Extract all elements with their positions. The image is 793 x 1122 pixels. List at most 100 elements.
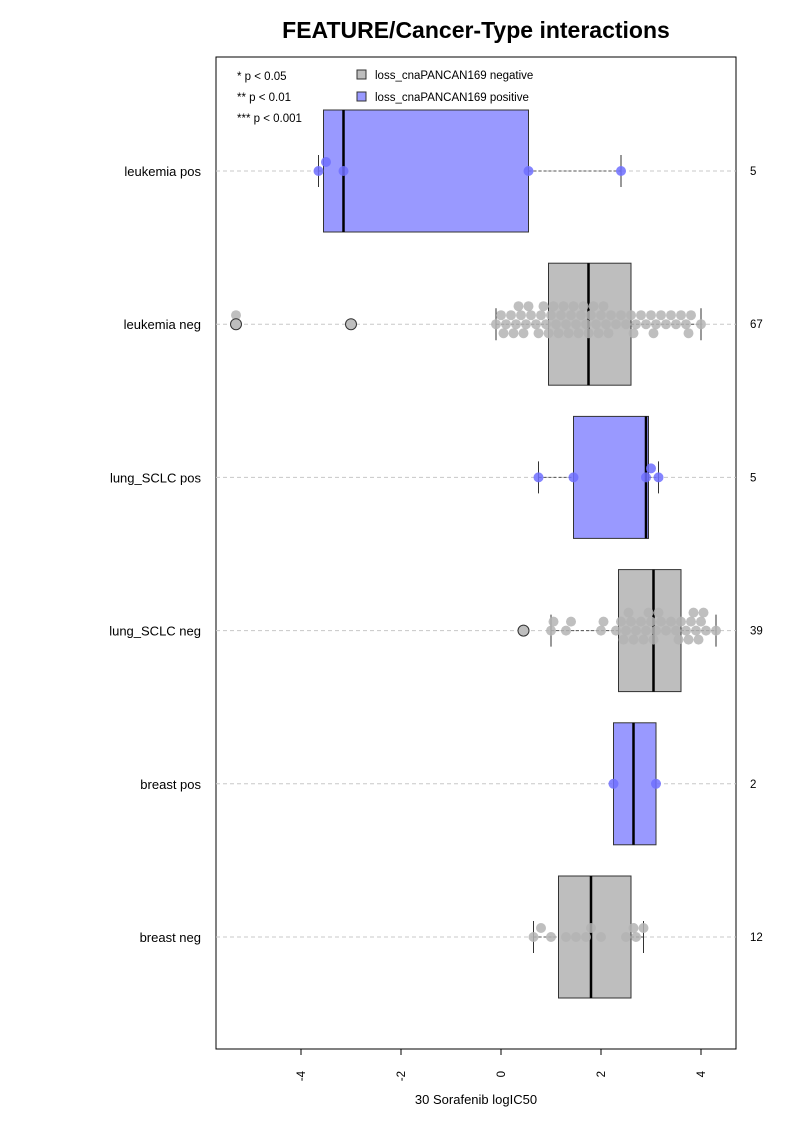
data-point <box>491 319 501 330</box>
group-label: leukemia neg <box>124 317 201 332</box>
group-label: lung_SCLC neg <box>109 624 201 639</box>
data-point <box>631 932 641 942</box>
data-point <box>693 634 704 645</box>
data-point <box>696 319 706 330</box>
x-tick-label: -4 <box>296 1070 308 1081</box>
data-point <box>608 778 619 789</box>
data-point <box>646 463 656 474</box>
data-point <box>596 625 606 636</box>
data-point <box>588 301 599 312</box>
data-point <box>321 157 331 167</box>
data-point <box>651 625 661 636</box>
legend-label: loss_cnaPANCAN169 positive <box>375 92 529 104</box>
data-point <box>598 616 609 627</box>
data-point <box>621 932 631 942</box>
x-tick-label: -2 <box>396 1071 408 1081</box>
data-point <box>543 328 554 339</box>
data-point <box>648 634 659 645</box>
data-point <box>646 616 656 627</box>
data-point <box>551 319 561 330</box>
group-label: lung_SCLC pos <box>110 470 202 485</box>
data-point <box>556 310 566 321</box>
data-point <box>676 616 686 627</box>
data-point <box>546 932 556 942</box>
data-point <box>521 319 531 330</box>
guide-lines <box>216 170 736 938</box>
data-point <box>558 301 569 312</box>
box-plots <box>318 109 717 999</box>
data-point <box>593 328 604 339</box>
legend-swatch <box>356 91 367 102</box>
data-point <box>536 923 546 933</box>
box-positive <box>323 109 529 233</box>
data-point <box>531 319 541 330</box>
data-point <box>581 319 591 330</box>
data-point <box>541 319 551 330</box>
data-point <box>606 310 616 321</box>
data-point <box>571 319 581 330</box>
data-point <box>646 310 656 321</box>
data-point <box>511 319 521 330</box>
data-point <box>653 607 664 618</box>
data-point <box>643 607 654 618</box>
group-labels: leukemia pos leukemia neg lung_SCLC pos lun… <box>109 164 201 945</box>
data-point <box>601 319 611 330</box>
data-point <box>686 310 696 321</box>
data-point <box>571 932 581 942</box>
data-point <box>561 319 571 330</box>
sample-count-labels: 5 67 5 39 2 12 <box>750 166 763 944</box>
data-point <box>591 319 601 330</box>
sample-count: 2 <box>750 779 756 791</box>
significance-entry: * p < 0.05 <box>237 71 287 83</box>
data-point <box>671 625 681 636</box>
data-point <box>681 625 691 636</box>
data-point <box>636 616 646 627</box>
data-point <box>231 310 241 321</box>
sample-count: 5 <box>750 166 756 178</box>
data-point <box>673 634 684 645</box>
data-point <box>523 301 534 312</box>
data-point <box>656 616 666 627</box>
data-point <box>631 625 641 636</box>
box-positive <box>573 415 649 539</box>
legend: loss_cnaPANCAN169 negative loss_cnaPANCAN… <box>356 69 533 104</box>
data-point <box>518 328 529 339</box>
data-point <box>681 319 691 330</box>
data-point <box>576 310 586 321</box>
significance-legend: * p < 0.05 ** p < 0.01 *** p < 0.001 <box>237 71 302 125</box>
chart-title: FEATURE/Cancer-Type interactions <box>282 17 670 43</box>
data-point <box>538 301 549 312</box>
data-point <box>636 310 646 321</box>
data-point <box>568 301 579 312</box>
data-point <box>626 310 636 321</box>
data-point <box>638 923 649 933</box>
data-point <box>546 625 556 636</box>
data-point <box>338 166 349 176</box>
data-point <box>688 607 699 618</box>
data-point <box>623 607 634 618</box>
data-point <box>508 328 519 339</box>
data-point <box>548 616 559 627</box>
data-point <box>603 328 614 339</box>
data-point <box>616 166 626 176</box>
data-point <box>641 472 651 483</box>
data-point <box>651 319 661 330</box>
data-points <box>230 157 721 942</box>
data-point <box>683 328 694 339</box>
data-point <box>546 310 556 321</box>
data-point <box>676 310 686 321</box>
data-point <box>583 328 594 339</box>
data-point <box>683 634 694 645</box>
data-point <box>698 607 709 618</box>
data-point <box>661 625 671 636</box>
data-point <box>691 625 701 636</box>
data-point <box>696 616 706 627</box>
data-point <box>553 328 564 339</box>
outlier-point <box>345 318 357 331</box>
data-point <box>573 328 584 339</box>
data-point <box>596 310 606 321</box>
data-point <box>506 310 516 321</box>
data-point <box>686 616 696 627</box>
